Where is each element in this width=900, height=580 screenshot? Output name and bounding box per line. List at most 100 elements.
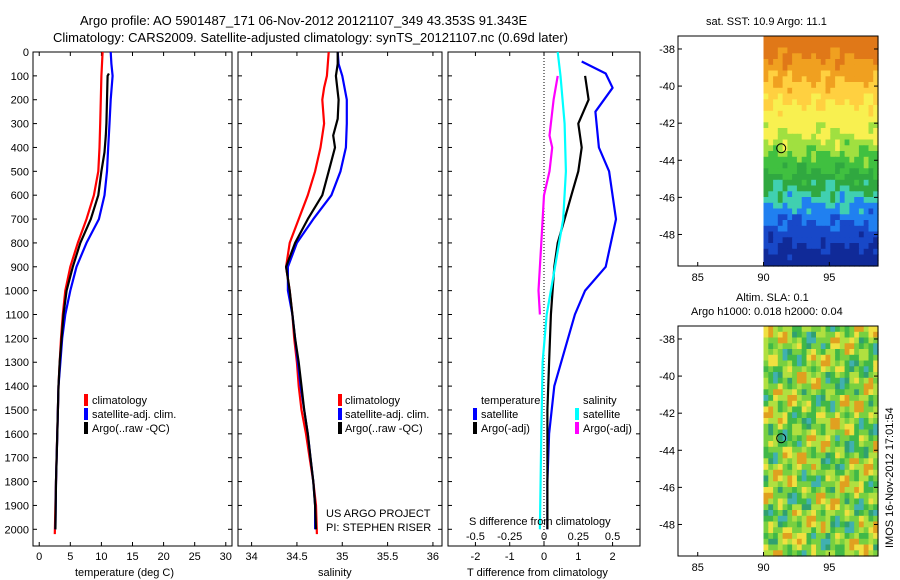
map-cell <box>801 41 808 49</box>
map-cell <box>806 122 812 129</box>
map-cell <box>806 498 812 505</box>
map-cell <box>839 337 846 344</box>
map-cell <box>825 383 831 390</box>
map-cell <box>796 481 803 488</box>
sla-map-title-1: Altim. SLA: 0.1 <box>736 292 809 304</box>
map-cell <box>768 202 774 210</box>
map-cell <box>801 202 808 210</box>
map-cell <box>849 423 855 431</box>
map-cell <box>844 231 850 238</box>
argo-position-marker <box>776 143 787 154</box>
map-cell <box>768 349 774 356</box>
map-cell <box>806 260 812 267</box>
map-cell <box>811 82 817 89</box>
map-cell <box>844 185 850 192</box>
map-cell <box>825 260 831 267</box>
map-cell <box>873 99 879 106</box>
map-cell <box>849 82 855 89</box>
map-cell <box>763 243 769 250</box>
map-cell <box>868 326 874 333</box>
map-cell <box>787 366 793 373</box>
map-cell <box>811 248 817 256</box>
map-cell <box>849 202 855 210</box>
map-cell <box>816 527 822 534</box>
series-line-salinity-satellite <box>538 51 568 530</box>
map-cell <box>768 400 774 408</box>
map-cell <box>825 360 831 367</box>
map-cell <box>787 441 793 448</box>
map-cell <box>811 527 817 534</box>
map-cell <box>796 395 803 402</box>
x-tick-label: 30 <box>220 551 232 563</box>
map-cell <box>830 464 836 471</box>
map-cell <box>801 191 808 198</box>
map-cell <box>768 412 774 419</box>
map-cell <box>773 343 779 350</box>
map-cell <box>835 116 841 123</box>
map-cell <box>820 116 827 123</box>
map-cell <box>811 354 817 362</box>
map-cell <box>830 366 836 373</box>
map-cell <box>825 435 831 442</box>
map-cell <box>835 168 841 175</box>
map-cell <box>863 93 870 100</box>
map-cell <box>839 510 846 517</box>
map-cell <box>820 337 827 344</box>
map-cell <box>844 337 850 344</box>
map-cell <box>839 116 846 123</box>
map-cell <box>844 162 850 169</box>
map-cell <box>830 343 836 350</box>
difference-panel: -2 -1 0 1 2-0.5 -0.25 0 0.25 0.5 <box>447 51 641 563</box>
map-cell <box>830 225 836 233</box>
map-cell <box>839 400 846 408</box>
map-cell <box>763 377 769 385</box>
map-cell <box>796 59 803 66</box>
map-cell <box>773 446 779 454</box>
map-cell <box>873 538 879 546</box>
map-cell <box>787 544 793 551</box>
map-cell <box>873 360 879 367</box>
map-cell <box>858 197 865 204</box>
map-cell <box>868 377 874 385</box>
map-cell <box>849 179 855 187</box>
map-cell <box>763 521 769 528</box>
map-cell <box>816 122 822 129</box>
map-x-tick-label: 90 <box>757 272 769 284</box>
map-cell <box>777 458 784 465</box>
map-cell <box>816 458 822 465</box>
map-cell <box>849 481 855 488</box>
map-cell <box>773 400 779 408</box>
map-cell <box>787 527 793 534</box>
map-cell <box>820 349 827 356</box>
legend-label-climatology: climatology <box>345 395 401 407</box>
map-cell <box>768 243 774 250</box>
map-cell <box>868 208 874 215</box>
map-cell <box>863 41 870 49</box>
map-cell <box>844 145 850 152</box>
map-cell <box>868 248 874 256</box>
map-cell <box>763 492 769 500</box>
map-cell <box>873 214 879 221</box>
map-cell <box>777 343 784 350</box>
map-cell <box>873 475 879 482</box>
map-cell <box>854 208 860 215</box>
map-cell <box>873 383 879 390</box>
map-cell <box>868 372 874 379</box>
map-cell <box>830 87 836 95</box>
map-cell <box>787 423 793 431</box>
map-cell <box>806 197 812 204</box>
map-cell <box>863 59 870 66</box>
map-cell <box>806 185 812 192</box>
map-cell <box>844 452 850 459</box>
map-cell <box>773 326 779 333</box>
map-cell <box>763 337 769 344</box>
map-cell <box>787 510 793 517</box>
map-cell <box>858 231 865 238</box>
map-cell <box>858 481 865 488</box>
map-cell <box>801 452 808 459</box>
map-cell <box>792 504 798 511</box>
map-cell <box>839 550 846 557</box>
map-cell <box>806 133 812 141</box>
map-cell <box>849 237 855 244</box>
map-cell <box>854 550 860 557</box>
